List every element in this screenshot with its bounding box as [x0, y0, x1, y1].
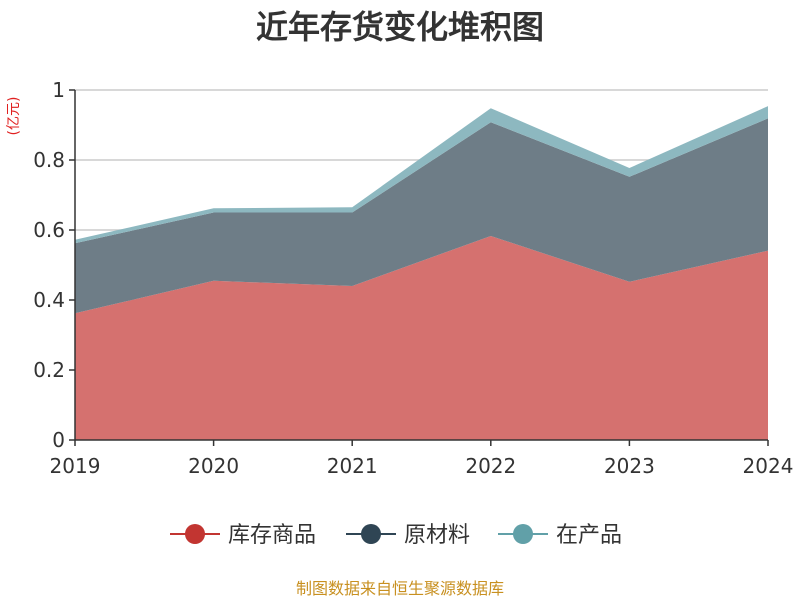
x-tick-label: 2019 — [50, 454, 101, 478]
legend-label: 原材料 — [404, 523, 470, 548]
y-tick-label: 1 — [52, 78, 65, 102]
legend-marker — [361, 524, 381, 544]
legend-item[interactable]: 库存商品 — [170, 523, 316, 548]
x-tick-label: 2024 — [743, 454, 794, 478]
x-tick-label: 2023 — [604, 454, 655, 478]
y-tick-label: 0.6 — [33, 218, 65, 242]
area-在产品 — [75, 106, 768, 244]
x-tick-label: 2022 — [465, 454, 516, 478]
area-series — [75, 106, 768, 440]
legend-label: 在产品 — [556, 523, 622, 548]
area-原材料 — [75, 118, 768, 314]
x-tick-label: 2021 — [327, 454, 378, 478]
chart-title: 近年存货变化堆积图 — [256, 8, 544, 46]
y-tick-label: 0.4 — [33, 288, 65, 312]
axes: 0 0.2 0.4 0.6 0.8 1 2019 2020 2021 2022 2023 2024 — [33, 78, 793, 478]
legend[interactable]: 库存商品 原材料 在产品 — [170, 523, 622, 548]
legend-label: 库存商品 — [228, 523, 316, 548]
legend-marker — [185, 524, 205, 544]
legend-item[interactable]: 原材料 — [346, 523, 470, 548]
area-库存商品 — [75, 235, 768, 440]
data-source-note: 制图数据来自恒生聚源数据库 — [296, 579, 504, 598]
legend-item[interactable]: 在产品 — [498, 523, 622, 548]
y-axis-unit: (亿元) — [6, 97, 22, 136]
legend-marker — [513, 524, 533, 544]
y-tick-label: 0 — [52, 428, 65, 452]
y-tick-label: 0.2 — [33, 358, 65, 382]
y-tick-label: 0.8 — [33, 148, 65, 172]
x-tick-label: 2020 — [188, 454, 239, 478]
